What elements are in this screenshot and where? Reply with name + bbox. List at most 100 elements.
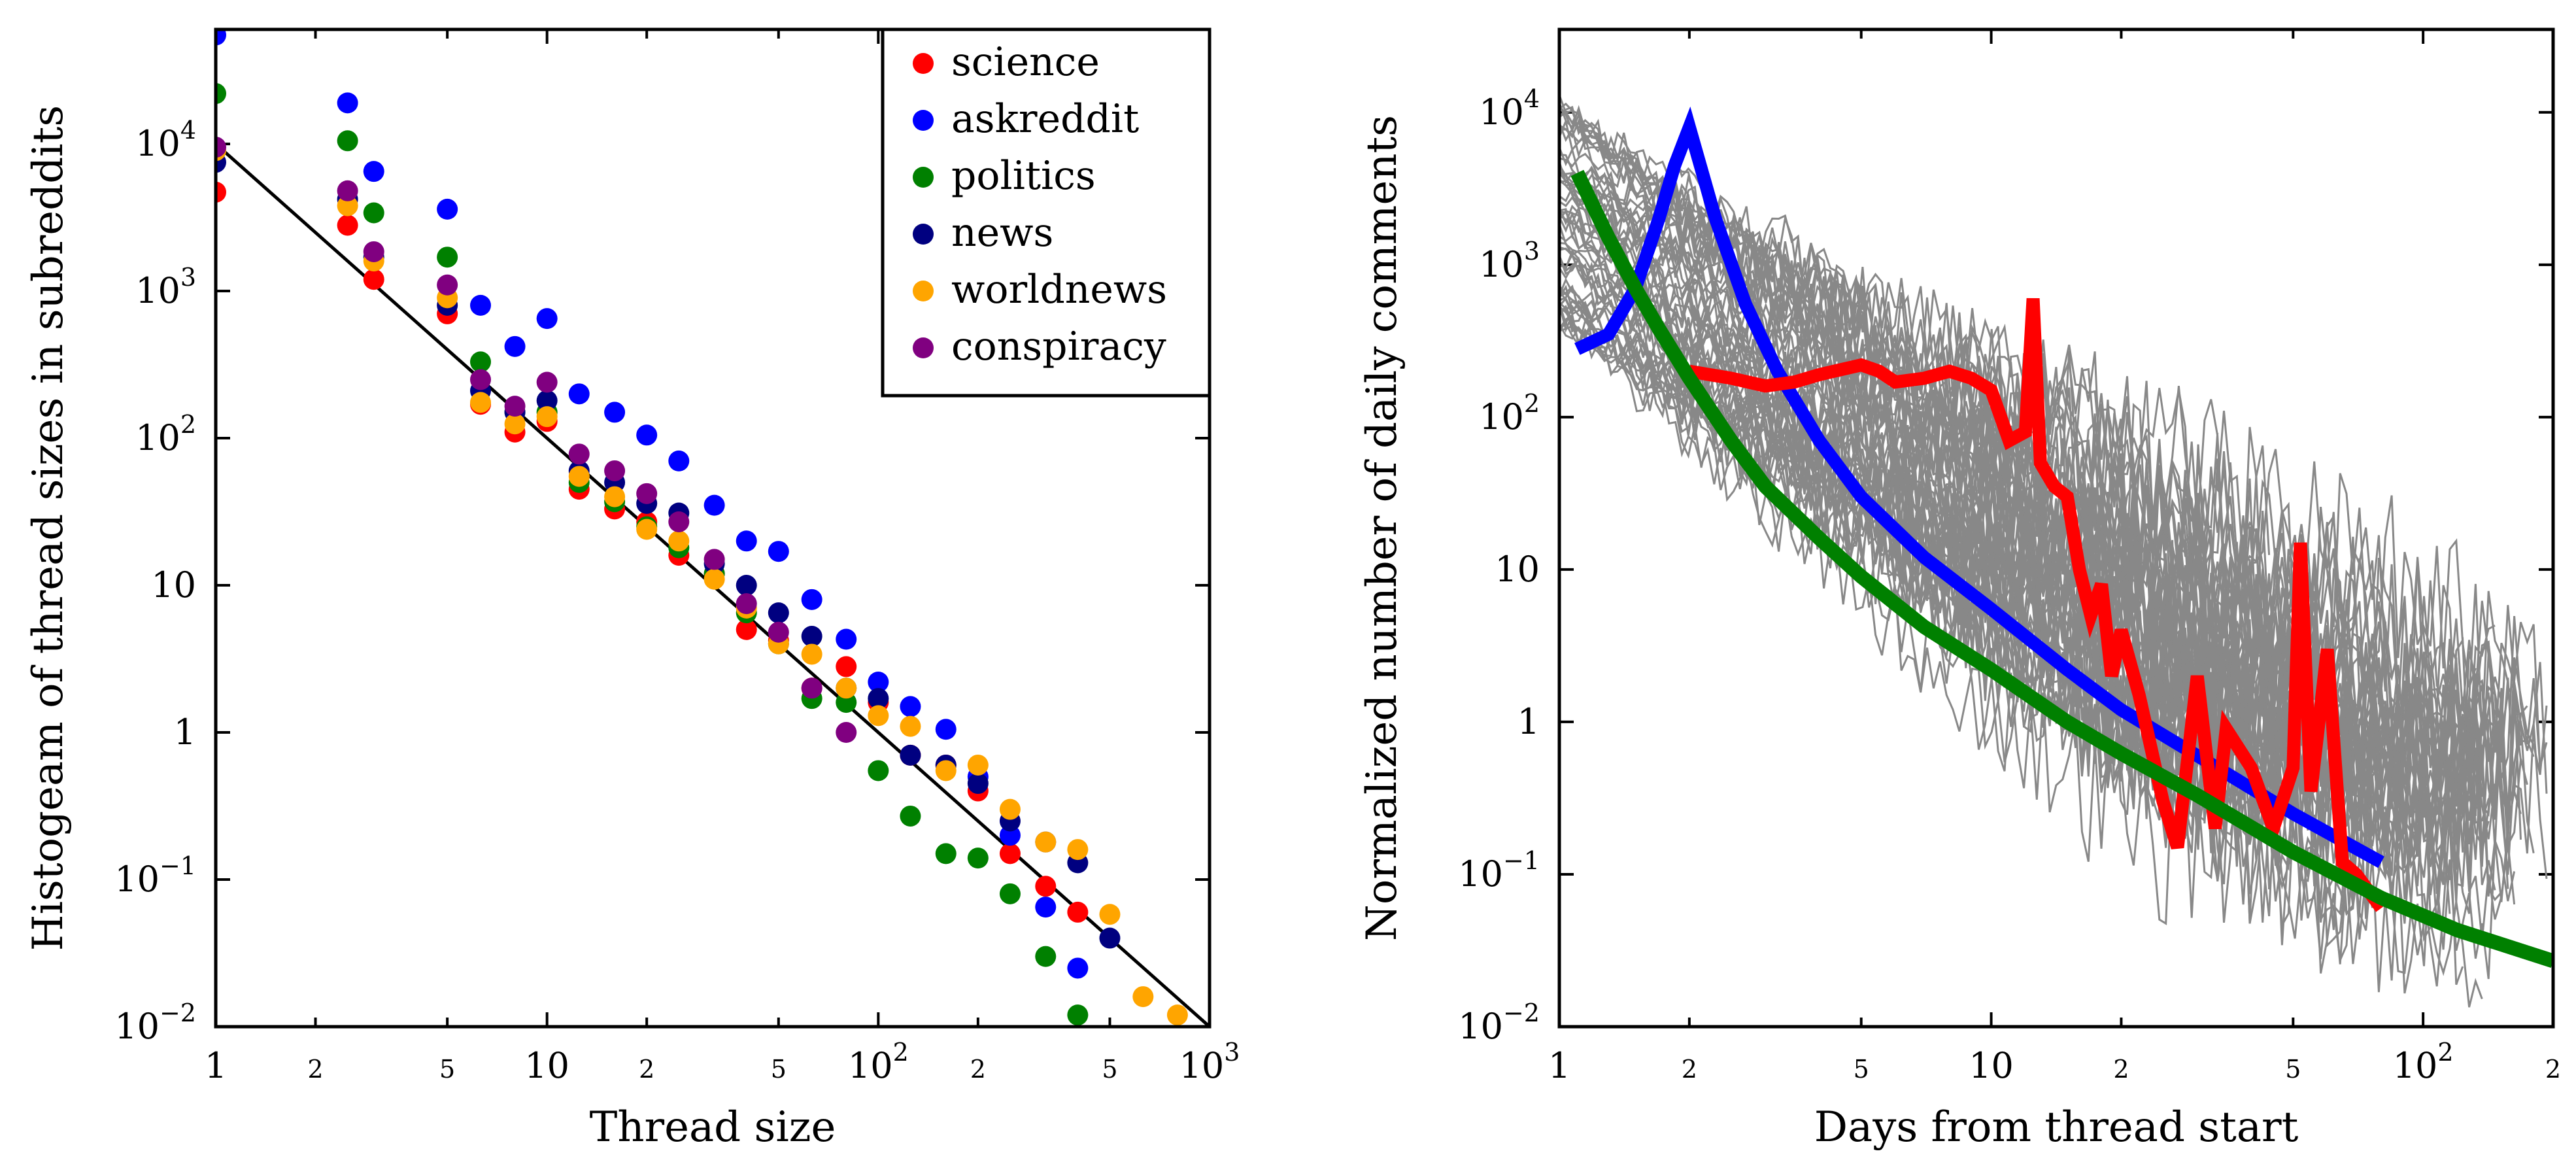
left-xtick-label: 2 <box>970 1055 986 1084</box>
point-worldnews <box>636 519 658 540</box>
point-news <box>1099 927 1121 949</box>
legend-label-politics: politics <box>951 153 1096 199</box>
left-xtick-label: 5 <box>1102 1055 1117 1084</box>
point-politics <box>999 883 1021 904</box>
point-worldnews <box>1166 1004 1188 1026</box>
series-green-line <box>1570 169 2553 968</box>
point-conspiracy <box>636 483 658 504</box>
point-news <box>768 602 789 624</box>
thread-curve <box>1559 171 2393 676</box>
point-conspiracy <box>536 371 558 393</box>
left-ytick-label: 104 <box>135 116 196 164</box>
legend-label-askreddit: askreddit <box>951 96 1139 142</box>
series-askreddit <box>216 29 1089 979</box>
point-politics <box>1067 1004 1089 1026</box>
left-xtick-label: 103 <box>1179 1038 1240 1086</box>
point-news <box>967 773 989 795</box>
point-askreddit <box>703 494 725 516</box>
left-data-area <box>216 29 1210 1027</box>
point-askreddit <box>437 198 458 220</box>
legend-marker-askreddit <box>913 110 934 131</box>
point-conspiracy <box>736 593 757 615</box>
thread-curve <box>1559 205 2386 754</box>
point-worldnews <box>536 406 558 428</box>
left-x-axis-label: Thread size <box>590 1103 836 1152</box>
point-askreddit <box>536 308 558 330</box>
right-xtick-label: 1 <box>1548 1045 1570 1086</box>
point-politics <box>363 202 384 224</box>
right-xtick-label: 2 <box>2545 1055 2561 1084</box>
left-ytick-label: 102 <box>135 410 196 458</box>
left-ytick-label: 10−2 <box>114 999 196 1047</box>
point-askreddit <box>337 92 358 114</box>
point-conspiracy <box>337 180 358 201</box>
legend-marker-worldnews <box>913 281 934 301</box>
point-politics <box>967 847 989 869</box>
point-askreddit <box>504 335 526 357</box>
left-ytick-label: 103 <box>135 263 196 311</box>
point-worldnews <box>469 392 491 413</box>
legend-label-worldnews: worldnews <box>951 267 1167 313</box>
right-xtick-label: 102 <box>2393 1038 2454 1086</box>
right-xtick-label: 10 <box>1969 1045 2014 1086</box>
point-askreddit <box>1035 897 1057 918</box>
point-conspiracy <box>604 460 626 481</box>
left-xtick-label: 102 <box>848 1038 909 1086</box>
right-data-area <box>1559 94 2553 1008</box>
point-askreddit <box>604 402 626 423</box>
point-politics <box>935 843 957 864</box>
right-ytick-label: 104 <box>1479 84 1540 133</box>
left-ytick-label: 1 <box>174 711 196 753</box>
point-conspiracy <box>469 369 491 390</box>
left-xtick-label: 5 <box>439 1055 455 1084</box>
point-politics <box>469 351 491 373</box>
legend-label-conspiracy: conspiracy <box>951 324 1166 369</box>
point-news <box>801 626 822 647</box>
point-science <box>999 843 1021 864</box>
point-askreddit <box>935 719 957 740</box>
point-politics <box>868 760 889 781</box>
point-conspiracy <box>836 722 857 744</box>
right-xtick-label: 2 <box>1682 1055 1697 1084</box>
point-science <box>1067 901 1089 923</box>
point-politics <box>337 130 358 152</box>
point-worldnews <box>836 677 857 699</box>
point-worldnews <box>1099 904 1121 925</box>
point-science <box>836 656 857 677</box>
point-askreddit <box>636 424 658 446</box>
left-xtick-label: 1 <box>205 1045 227 1086</box>
point-askreddit <box>668 450 690 471</box>
legend-marker-politics <box>913 167 934 188</box>
point-news <box>536 390 558 411</box>
point-worldnews <box>604 486 626 507</box>
point-worldnews <box>1067 839 1089 861</box>
right-ytick-label: 10−1 <box>1458 846 1540 895</box>
point-science <box>216 181 226 203</box>
left-y-axis-label: Histogeam of thread sizes in subreddits <box>24 105 73 951</box>
legend-marker-science <box>913 53 934 74</box>
legend-label-news: news <box>951 210 1053 256</box>
left-ytick-label: 10 <box>151 564 196 606</box>
point-science <box>337 214 358 236</box>
point-conspiracy <box>216 137 226 158</box>
point-conspiracy <box>768 621 789 643</box>
point-askreddit <box>801 589 822 610</box>
point-worldnews <box>999 798 1021 820</box>
point-worldnews <box>337 195 358 216</box>
series-red-line <box>1688 298 2387 912</box>
right-y-axis-label: Normalized number of daily comments <box>1358 115 1406 941</box>
point-politics <box>900 805 921 827</box>
point-worldnews <box>1035 831 1057 853</box>
point-worldnews <box>868 705 889 727</box>
legend-box <box>881 27 1212 398</box>
point-askreddit <box>469 294 491 316</box>
point-news <box>736 575 757 596</box>
point-news <box>900 744 921 766</box>
point-askreddit <box>568 383 590 405</box>
left-xtick-label: 10 <box>524 1045 569 1086</box>
point-askreddit <box>216 29 226 46</box>
legend-label-science: science <box>951 39 1100 85</box>
left-plot-frame <box>214 27 1212 1029</box>
